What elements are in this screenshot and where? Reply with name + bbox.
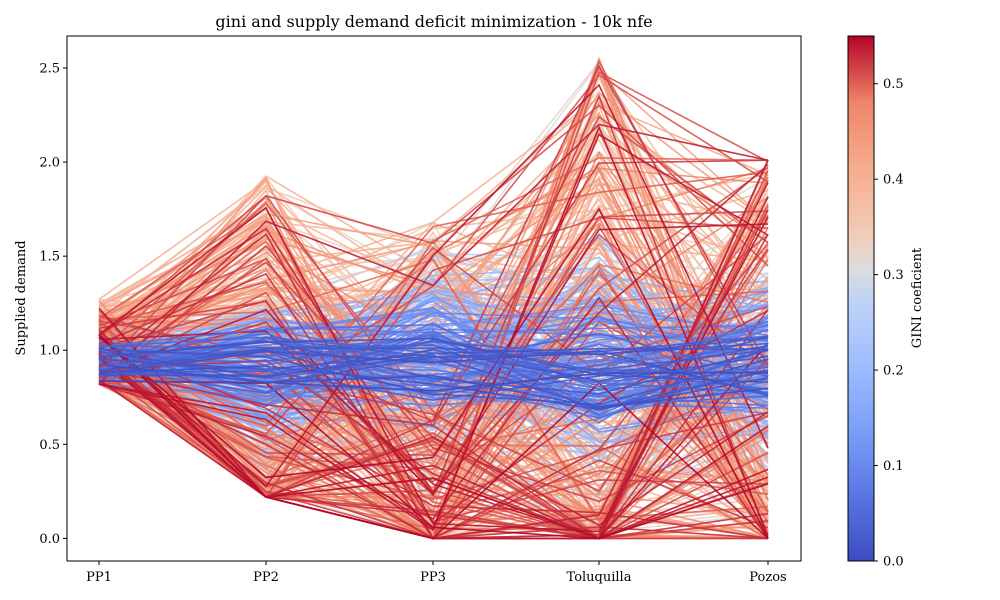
data-line: [98, 341, 769, 394]
colorbar-tick-label: 0.1: [883, 459, 904, 474]
colorbar-tick-label: 0.3: [883, 268, 904, 283]
data-line: [98, 250, 769, 523]
data-line: [98, 350, 769, 397]
plot-frame: [66, 35, 802, 562]
data-line: [98, 269, 769, 540]
colorbar-tick-label: 0.5: [883, 77, 904, 92]
data-line: [98, 365, 769, 411]
data-lines: [98, 56, 769, 541]
data-line: [98, 334, 769, 540]
y-tick-label: 1.0: [39, 344, 60, 359]
data-line: [98, 347, 769, 371]
data-line: [98, 313, 769, 375]
data-line: [98, 336, 769, 394]
colorbar-tick-label: 0.0: [883, 555, 904, 570]
y-tick-label: 2.5: [39, 61, 60, 76]
data-line: [98, 363, 769, 409]
data-line: [98, 223, 769, 497]
data-line: [98, 330, 769, 540]
y-tick-label: 0.0: [39, 532, 60, 547]
colorbar-tick-label: 0.2: [883, 364, 904, 379]
colorbar-axis: 0.0 0.1 0.2 0.3 0.4 0.5: [874, 77, 904, 570]
data-line: [98, 171, 769, 427]
data-line: [98, 123, 769, 385]
data-line: [98, 342, 769, 385]
data-line: [98, 367, 769, 540]
data-line: [98, 207, 769, 539]
colorbar-label: GINI coeficient: [910, 247, 925, 348]
data-line: [98, 339, 769, 374]
data-line: [98, 337, 769, 384]
y-tick-label: 0.5: [39, 438, 60, 453]
data-line: [98, 346, 769, 540]
data-line: [98, 224, 769, 513]
data-line: [98, 349, 769, 397]
data-line: [98, 356, 769, 540]
data-line: [98, 309, 769, 540]
data-line: [98, 330, 769, 416]
data-line: [98, 125, 769, 536]
data-line: [98, 348, 769, 406]
data-line: [98, 290, 769, 489]
x-tick-label: PP2: [253, 570, 279, 585]
data-line: [98, 83, 769, 488]
x-axis: PP1 PP2 PP3 Toluquilla Pozos: [86, 561, 787, 585]
data-line: [98, 166, 769, 500]
colorbar: [847, 35, 875, 562]
data-line: [98, 335, 769, 409]
x-tick-label: Toluquilla: [567, 570, 632, 585]
data-line: [98, 328, 769, 359]
y-tick-label: 2.0: [39, 156, 60, 171]
y-tick-label: 1.5: [39, 250, 60, 265]
data-line: [98, 206, 769, 533]
chart-title: gini and supply demand deficit minimizat…: [215, 12, 652, 31]
data-line: [98, 222, 769, 377]
data-line: [98, 328, 769, 527]
x-tick-label: Pozos: [749, 570, 786, 585]
x-tick-label: PP3: [420, 570, 446, 585]
y-axis: 0.0 0.5 1.0 1.5 2.0 2.5: [39, 61, 67, 547]
data-line: [98, 196, 769, 540]
colorbar-tick-label: 0.4: [883, 173, 904, 188]
y-axis-label: Supplied demand: [14, 240, 29, 355]
data-line: [98, 307, 769, 540]
data-line: [98, 335, 769, 379]
data-line: [98, 169, 769, 540]
data-line: [98, 340, 769, 395]
x-tick-label: PP1: [86, 570, 112, 585]
data-line: [98, 371, 769, 392]
data-line: [98, 367, 769, 540]
